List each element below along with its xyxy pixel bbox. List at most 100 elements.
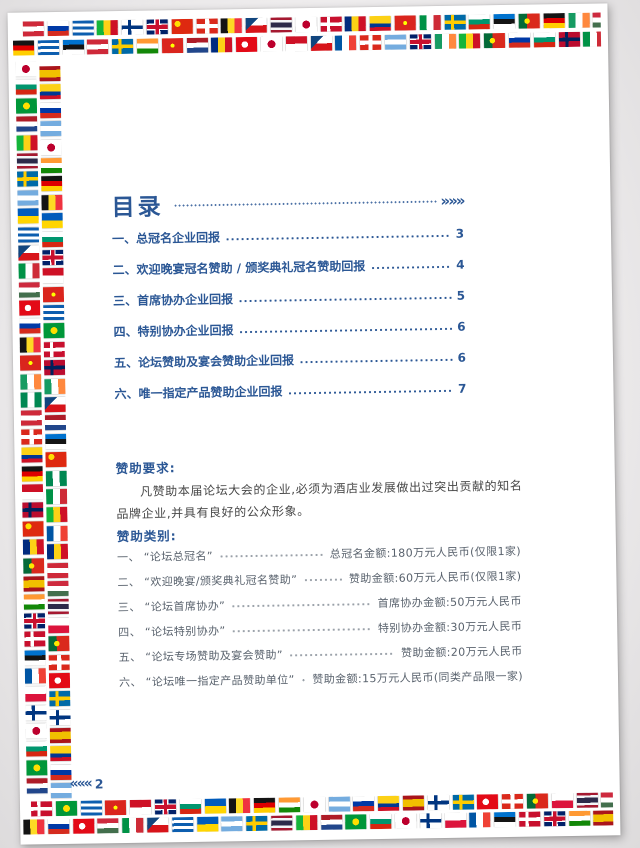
flag-icon [459,32,481,49]
flag-icon [179,798,201,815]
toc-page-number: 3 [455,226,465,241]
flag-icon [41,194,63,210]
flag-icon [22,502,44,518]
flag-icon [17,208,39,224]
flag-icon [526,793,549,809]
sponsor-category-amount: 赞助金额:60万元人民币(仅限1家) [348,569,522,585]
flag-icon [47,599,69,615]
flag-icon [39,84,61,100]
dotted-leader [238,295,452,303]
sponsor-category-label: 四、 “论坛特别协办” [118,623,226,639]
flag-icon [16,116,38,132]
flag-icon [22,539,45,555]
flag-icon [369,15,391,32]
flag-icon [204,798,226,814]
flag-icon [49,691,71,707]
flag-icon [271,815,293,831]
flag-icon [25,686,47,702]
flag-icon [551,792,573,809]
flag-icon [568,810,590,827]
page-sheet: 目录 »»» 一、总冠名企业回报 3 二、欢迎晚宴冠名赞助 / 颁奖典礼冠名赞助回报… [7,3,621,845]
flag-icon [43,304,65,321]
dotted-leader [218,552,324,559]
flag-icon [30,801,53,817]
flag-icon [48,654,70,670]
toc-title-row: 目录 »»» [111,185,463,221]
flag-icon [121,19,144,35]
flag-icon [24,649,46,666]
flag-icon [136,37,159,54]
flag-icon [468,14,491,30]
flag-icon [72,818,94,834]
dotted-leader [288,651,396,658]
flag-icon [26,760,48,776]
flag-icon [295,16,317,33]
flag-icon [493,13,515,30]
flag-icon [21,429,43,445]
flag-icon [40,157,63,174]
flag-icon [20,410,42,427]
flag-icon [583,30,602,47]
flag-icon [320,16,342,32]
flag-icon [477,794,499,810]
flag-icon [220,18,243,34]
sponsor-category-item: 六、 “论坛唯一指定产品赞助单位” 赞助金额:15万元人民币(同类产品限一家) [119,663,523,694]
flag-icon [444,14,466,30]
flag-icon [427,794,449,811]
sponsor-category-amount: 特别协办金额:30万元人民币 [377,619,523,635]
flag-icon [19,355,42,371]
flag-icon [46,525,68,541]
flag-icon [452,794,474,810]
flag-icon [44,396,66,413]
flag-icon [45,488,68,505]
flag-icon [23,594,45,610]
flag-icon [21,465,43,482]
dotted-leader [231,602,372,609]
flag-icon [221,816,243,832]
flag-icon [19,300,41,316]
flag-icon [37,39,59,55]
flag-icon [47,562,69,578]
title-dotted-rule [173,199,437,207]
flag-icon [593,810,614,826]
flag-icon [47,580,69,597]
sponsor-category-amount: 首席协办金额:50万元人民币 [377,594,522,610]
toc-page-number: 5 [456,288,466,303]
toc-item[interactable]: 六、唯一指定产品赞助企业回报 7 [114,373,466,410]
flag-icon [592,12,601,28]
flag-icon [97,20,119,36]
flag-icon [171,18,193,35]
flag-icon [558,31,580,47]
flag-icon [46,507,68,523]
flag-icon [39,102,62,119]
flag-icon [236,36,258,52]
flag-icon [211,36,233,53]
flag-icon [45,452,67,468]
flag-icon [444,812,466,828]
flag-icon [43,323,65,339]
dotted-leader [225,233,451,241]
flag-icon [601,792,614,808]
sponsor-category-label: 一、 “论坛总冠名” [116,549,214,564]
flag-icon [501,793,524,810]
flag-icon [23,557,45,574]
flag-icon [97,818,119,834]
document-content: 目录 »»» 一、总冠名企业回报 3 二、欢迎晚宴冠名赞助 / 颁奖典礼冠名赞助回报… [108,5,524,688]
flag-icon [43,360,66,376]
flag-icon [122,817,144,834]
flag-icon [50,746,72,762]
sponsor-category-amount: 赞助金额:20万元人民币 [400,644,523,660]
flag-icon [50,764,72,781]
flag-icon [15,61,37,77]
flag-icon [494,811,516,828]
dotted-leader [303,577,343,583]
flag-icon [46,544,69,560]
flag-icon [320,814,342,830]
flag-icon [161,37,183,53]
flag-icon [80,800,102,816]
flag-icon [47,818,70,835]
toc-list: 一、总冠名企业回报 3 二、欢迎晚宴冠名赞助 / 颁奖典礼冠名赞助回报 4 三、首席协办… [112,218,467,410]
flag-icon [24,631,46,647]
flag-icon [41,213,63,229]
flag-icon [16,153,38,169]
